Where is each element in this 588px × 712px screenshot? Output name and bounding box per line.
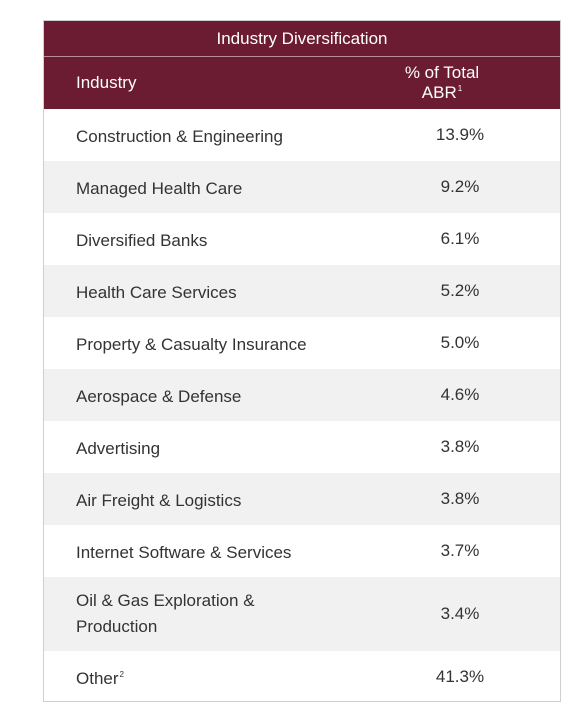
industry-label: Advertising: [76, 439, 161, 458]
pct-abr-cell: 3.8%: [440, 437, 480, 456]
table-row: Construction & Engineering 13.9%: [44, 109, 560, 161]
industry-cell: Internet Software & Services: [44, 538, 400, 564]
column-header-pct-abr-label: % of Total ABR: [404, 63, 480, 102]
table-title: Industry Diversification: [44, 21, 560, 57]
table-row: Oil & Gas Exploration & Production 3.4%: [44, 577, 560, 651]
industry-cell: Other2: [44, 664, 400, 690]
pct-abr-cell: 4.6%: [440, 385, 480, 404]
industry-cell: Property & Casualty Insurance: [44, 330, 400, 356]
pct-abr-cell: 6.1%: [440, 229, 480, 248]
table-row: Managed Health Care 9.2%: [44, 161, 560, 213]
industry-cell: Diversified Banks: [44, 226, 400, 252]
table-row: Other2 41.3%: [44, 651, 560, 703]
pct-abr-cell: 9.2%: [440, 177, 480, 196]
industry-label: Internet Software & Services: [76, 543, 292, 562]
table-row: Aerospace & Defense 4.6%: [44, 369, 560, 421]
pct-abr-cell: 5.2%: [440, 281, 480, 300]
industry-label: Construction & Engineering: [76, 127, 283, 146]
table-row: Air Freight & Logistics 3.8%: [44, 473, 560, 525]
pct-abr-cell: 3.4%: [440, 604, 480, 623]
pct-abr-cell: 41.3%: [435, 667, 485, 686]
pct-abr-cell: 5.0%: [440, 333, 480, 352]
pct-abr-cell: 3.8%: [440, 489, 480, 508]
table-body: Construction & Engineering 13.9% Managed H…: [44, 109, 560, 703]
industry-cell: Advertising: [44, 434, 400, 460]
table-row: Health Care Services 5.2%: [44, 265, 560, 317]
industry-cell: Managed Health Care: [44, 174, 400, 200]
column-header-pct-abr: % of Total ABR1: [400, 63, 560, 103]
industry-cell: Construction & Engineering: [44, 122, 400, 148]
industry-label: Managed Health Care: [76, 179, 243, 198]
industry-cell: Air Freight & Logistics: [44, 486, 400, 512]
industry-label: Other: [76, 669, 119, 688]
table-header-row: Industry % of Total ABR1: [44, 57, 560, 109]
industry-label: Aerospace & Defense: [76, 387, 242, 406]
industry-label: Oil & Gas Exploration & Production: [76, 591, 255, 636]
table-row: Property & Casualty Insurance 5.0%: [44, 317, 560, 369]
industry-label: Property & Casualty Insurance: [76, 335, 307, 354]
table-row: Diversified Banks 6.1%: [44, 213, 560, 265]
industry-cell: Health Care Services: [44, 278, 400, 304]
column-header-industry: Industry: [76, 73, 137, 92]
pct-abr-cell: 13.9%: [435, 125, 485, 144]
industry-cell: Aerospace & Defense: [44, 382, 400, 408]
industry-cell: Oil & Gas Exploration & Production: [44, 590, 400, 638]
industry-label: Diversified Banks: [76, 231, 208, 250]
footnote-marker: 1: [457, 84, 463, 93]
table-row: Advertising 3.8%: [44, 421, 560, 473]
industry-diversification-table: Industry Diversification Industry % of T…: [43, 20, 561, 702]
pct-abr-cell: 3.7%: [440, 541, 480, 560]
industry-label: Air Freight & Logistics: [76, 491, 242, 510]
industry-label: Health Care Services: [76, 283, 237, 302]
table-row: Internet Software & Services 3.7%: [44, 525, 560, 577]
footnote-marker: 2: [119, 670, 124, 679]
